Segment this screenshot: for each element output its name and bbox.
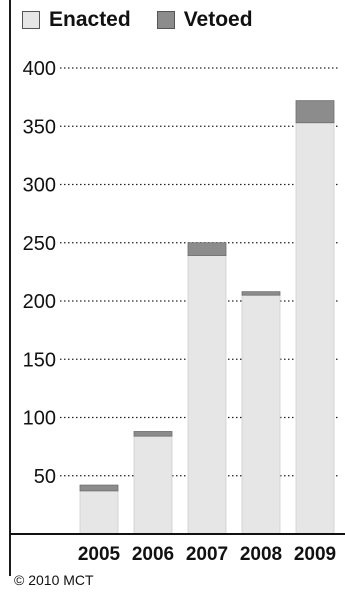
bar-vetoed-2006 [133,431,173,437]
x-tick-label-2008: 2008 [240,544,282,565]
x-tick-label-2007: 2007 [186,544,228,565]
legend-swatch-enacted [22,11,40,29]
legend-label-enacted: Enacted [49,8,131,31]
x-tick-label-2009: 2009 [294,544,336,565]
legend-item-vetoed: Vetoed [156,8,253,32]
legend: Enacted Vetoed [22,6,253,34]
y-tick-label-100: 100 [23,408,56,430]
x-tick-label-2005: 2005 [78,544,121,565]
legend-swatch-vetoed [156,11,175,29]
y-tick-label-350: 350 [23,116,56,138]
y-tick-label-150: 150 [23,349,56,371]
x-axis: 2005 2006 2007 2008 2009 [10,533,345,565]
bar-vetoed-2007 [187,242,227,256]
legend-item-enacted: Enacted [22,8,131,32]
left-frame-line [9,0,11,576]
bar-vetoed-2005 [79,484,119,492]
y-tick-label-300: 300 [23,175,56,197]
bars [79,100,335,535]
gridlines: 50 100 150 200 250 300 350 400 [23,58,338,488]
credit-text: © 2010 MCT [14,572,94,588]
y-tick-label-400: 400 [23,58,56,80]
y-tick-label-250: 250 [23,233,56,255]
y-tick-label-200: 200 [23,291,56,313]
bar-vetoed-2009 [295,100,335,124]
bar-enacted-2005 [79,490,119,535]
bar-enacted-2006 [133,435,173,535]
bar-enacted-2007 [187,255,227,535]
bar-enacted-2009 [295,122,335,535]
legend-label-vetoed: Vetoed [183,8,253,31]
bar-vetoed-2008 [241,291,281,296]
bar-enacted-2008 [241,294,281,535]
y-tick-label-50: 50 [34,466,56,488]
x-tick-label-2006: 2006 [132,544,174,565]
